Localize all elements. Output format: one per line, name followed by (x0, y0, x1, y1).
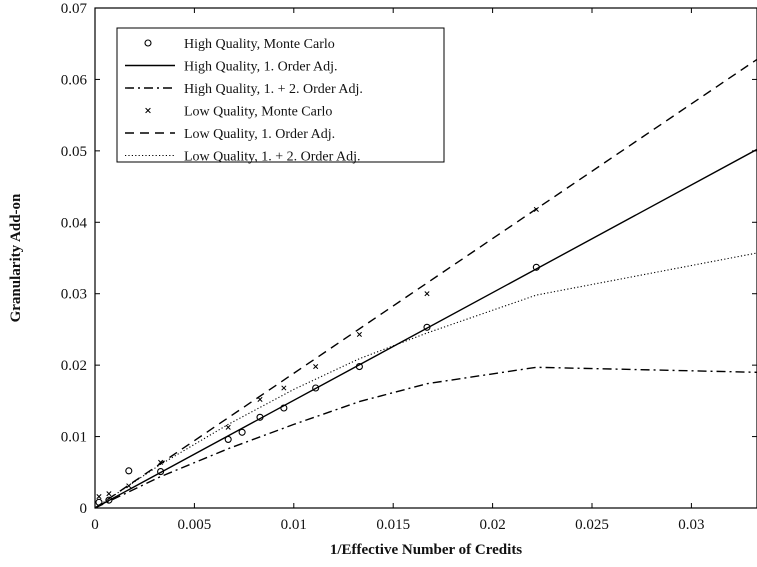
data-point (356, 331, 362, 337)
legend-marker (145, 107, 151, 114)
data-point (238, 428, 246, 436)
data-point (312, 384, 320, 392)
series-line (94, 366, 757, 509)
series-line (94, 148, 757, 509)
data-point (105, 496, 113, 504)
y-tick-label: 0.04 (61, 215, 88, 231)
x-tick-label: 0.03 (678, 517, 704, 533)
y-tick-label: 0.07 (61, 1, 88, 17)
legend-item: Low Quality, 1. + 2. Order Adj. (125, 150, 361, 165)
legend-item: Low Quality, Monte Carlo (145, 105, 332, 120)
x-tick-label: 0.02 (479, 517, 505, 533)
x-axis: 0 0.005 0.01 0.015 0.02 0.025 0.03 (91, 8, 705, 533)
legend: High Quality, Monte Carlo High Quality, 1… (116, 27, 445, 165)
legend-item: High Quality, Monte Carlo (144, 37, 335, 52)
data-point (96, 494, 102, 500)
y-axis-title: Granularity Add-on (8, 193, 24, 322)
y-tick-label: 0.06 (61, 72, 88, 88)
x-tick-label: 0 (91, 517, 99, 533)
x-tick-label: 0.005 (178, 517, 212, 533)
x-tick-label: 0.015 (376, 517, 410, 533)
legend-box (116, 27, 445, 163)
y-axis: 0 0.01 0.02 0.03 0.04 0.05 0.06 0.07 (61, 1, 757, 517)
legend-label: High Quality, 1. Order Adj. (184, 60, 337, 75)
data-point (125, 467, 133, 475)
x-tick-label: 0.025 (575, 517, 609, 533)
series-5 (94, 252, 757, 509)
series-line (94, 252, 757, 509)
series-3 (96, 206, 539, 500)
legend-item: Low Quality, 1. Order Adj. (125, 127, 335, 142)
plot-frame (94, 7, 757, 509)
series-line (94, 58, 757, 509)
series-4 (94, 58, 757, 509)
y-tick-label: 0.03 (61, 287, 87, 303)
series-2 (94, 366, 757, 509)
x-tick-label: 0.01 (281, 517, 307, 533)
data-point (106, 491, 112, 497)
data-point (126, 483, 132, 489)
data-point (424, 291, 430, 297)
legend-item: High Quality, 1. + 2. Order Adj. (125, 82, 363, 97)
legend-label: High Quality, Monte Carlo (184, 37, 335, 52)
y-tick-label: 0.05 (61, 144, 87, 160)
legend-item: High Quality, 1. Order Adj. (125, 60, 337, 75)
chart-marks (94, 58, 757, 509)
legend-label: Low Quality, Monte Carlo (184, 105, 332, 120)
legend-marker (144, 39, 152, 47)
data-point (313, 364, 319, 370)
y-tick-label: 0.02 (61, 358, 87, 374)
series-0 (95, 263, 540, 506)
legend-label: High Quality, 1. + 2. Order Adj. (184, 82, 363, 97)
y-tick-label: 0 (80, 501, 88, 517)
legend-label: Low Quality, 1. Order Adj. (184, 127, 335, 142)
series-1 (94, 148, 757, 509)
data-point (225, 424, 231, 430)
legend-label: Low Quality, 1. + 2. Order Adj. (184, 150, 361, 165)
x-axis-title: 1/Effective Number of Credits (330, 542, 522, 558)
y-tick-label: 0.01 (61, 430, 87, 446)
data-point (281, 385, 287, 391)
